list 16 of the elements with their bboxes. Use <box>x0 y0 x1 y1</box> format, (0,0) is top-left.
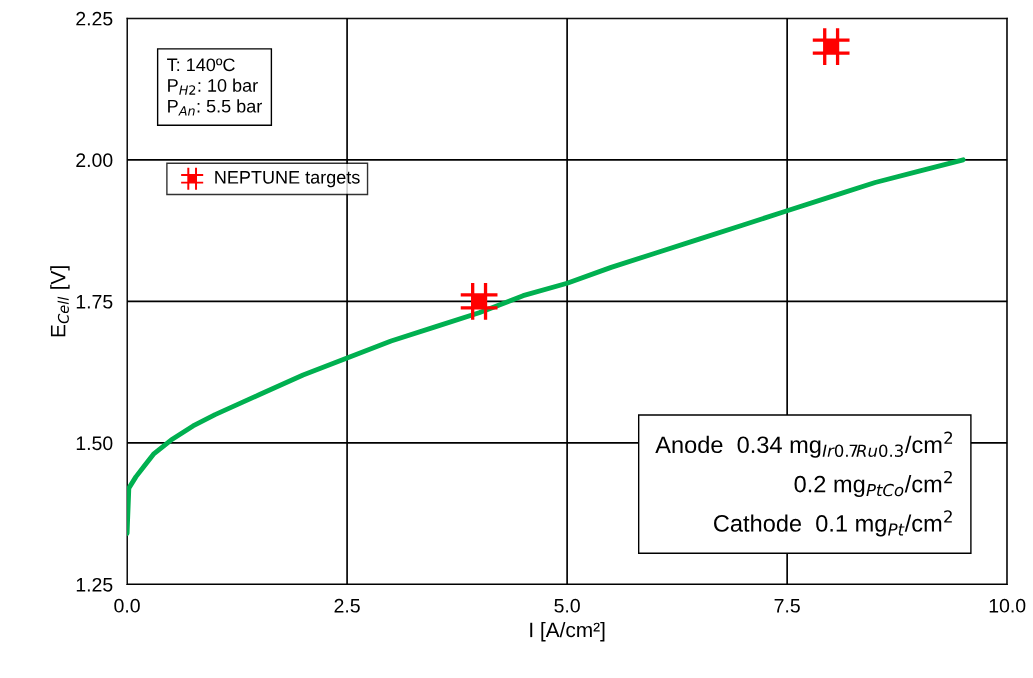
x-tick-label: 2.5 <box>334 598 360 613</box>
line-series <box>127 157 966 536</box>
legend-label: NEPTUNE targets <box>215 171 360 188</box>
y-tick-label: 1.50 <box>76 436 113 451</box>
x-tick-label: 5.0 <box>554 598 580 613</box>
text: T: 140ºC P$_{H2}$: 10 bar P$_{An}$: 5.5 bar <box>167 58 262 116</box>
x-axis-title: I [A/cm²] <box>530 622 605 642</box>
x-tick-label: 0.0 <box>114 598 140 613</box>
x-tick-label: 7.5 <box>774 599 800 613</box>
y-tick-label: 2.25 <box>76 11 113 26</box>
text: Anode 0.34 mg$_{Ir0.7Ru0.3}$/cm$^{2}$ 0.2 mg$_{PtCo}$/cm$^{2}$ Cathode 0.1 mg$_{Pt}$/cm$^{2}$ <box>655 431 953 537</box>
y-tick-label: 2.00 <box>76 153 113 168</box>
y-tick-label: 1.25 <box>76 577 113 592</box>
x-tick-label: 10.0 <box>989 598 1026 613</box>
y-tick-label: 1.75 <box>76 295 113 309</box>
y-axis-title: E$_{Cell}$ [V] <box>50 266 70 337</box>
